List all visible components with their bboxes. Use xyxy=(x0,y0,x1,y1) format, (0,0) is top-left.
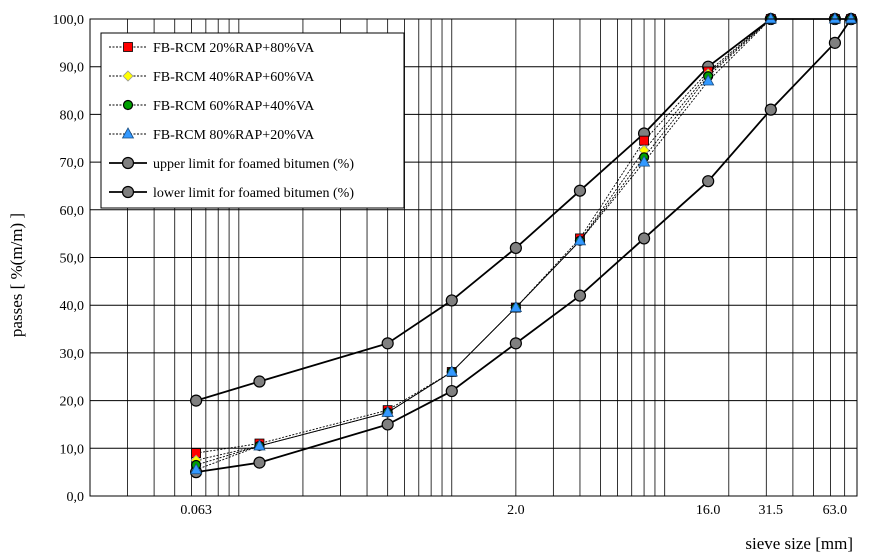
data-point xyxy=(844,12,858,24)
data-point xyxy=(381,418,394,431)
x-tick-label: 63.0 xyxy=(823,503,848,518)
legend-swatch-marker xyxy=(121,185,135,199)
data-point xyxy=(253,456,266,469)
data-point xyxy=(701,74,715,86)
legend: FB-RCM 20%RAP+80%VA FB-RCM 40%RAP+60%VA FB… xyxy=(100,32,405,209)
legend-swatch-marker xyxy=(122,99,134,111)
data-point xyxy=(573,233,587,246)
data-point xyxy=(764,103,777,116)
data-point xyxy=(828,12,842,24)
y-tick-label: 40,0 xyxy=(60,299,85,314)
data-point xyxy=(639,135,649,146)
data-point xyxy=(702,175,715,188)
data-point xyxy=(190,394,203,407)
axis-ticks: 0,0 10,0 20,0 30,0 40,0 50,0 60,0 70,0 80,0 90,0 1… xyxy=(53,13,848,518)
x-axis-title: sieve size [mm] xyxy=(745,534,853,553)
y-axis-title: passes [ %(m/m) ] xyxy=(7,213,26,337)
data-point xyxy=(573,184,587,197)
legend-box xyxy=(100,32,405,209)
data-point xyxy=(573,289,587,302)
legend-label: FB-RCM 60%RAP+40%VA xyxy=(153,99,315,114)
y-tick-label: 60,0 xyxy=(60,204,85,219)
y-tick-label: 30,0 xyxy=(60,347,85,362)
data-point xyxy=(509,241,522,255)
data-point xyxy=(381,337,394,350)
legend-label: lower limit for foamed bitumen (%) xyxy=(153,186,354,201)
data-point xyxy=(828,36,842,49)
legend-label: FB-RCM 40%RAP+60%VA xyxy=(153,70,315,85)
y-tick-label: 80,0 xyxy=(60,108,85,123)
data-point xyxy=(445,294,458,307)
data-point xyxy=(445,365,458,377)
data-point xyxy=(637,155,651,167)
y-tick-label: 90,0 xyxy=(60,61,85,76)
legend-swatch-marker xyxy=(121,156,135,170)
legend-swatch-marker xyxy=(123,42,133,52)
legend-swatch-marker xyxy=(121,127,135,139)
series-line xyxy=(195,18,852,466)
y-tick-label: 50,0 xyxy=(60,252,85,267)
y-tick-label: 70,0 xyxy=(60,156,85,171)
data-point xyxy=(189,462,203,475)
data-point xyxy=(509,337,522,350)
x-tick-label: 2.0 xyxy=(507,503,525,518)
legend-label: upper limit for foamed bitumen (%) xyxy=(153,157,354,172)
data-point xyxy=(637,232,651,245)
data-point xyxy=(381,405,394,417)
plot-border xyxy=(89,18,858,497)
y-tick-label: 10,0 xyxy=(60,442,85,457)
legend-swatch-marker xyxy=(122,70,134,82)
data-point xyxy=(509,300,523,312)
data-point xyxy=(253,439,266,451)
x-tick-label: 16.0 xyxy=(696,503,721,518)
data-point xyxy=(764,12,777,24)
x-tick-label: 31.5 xyxy=(759,503,784,518)
y-tick-label: 0,0 xyxy=(67,490,85,505)
legend-label: FB-RCM 20%RAP+80%VA xyxy=(153,41,315,56)
x-tick-label: 0.063 xyxy=(180,503,212,518)
data-point xyxy=(253,375,266,388)
data-point xyxy=(445,384,458,398)
y-tick-label: 100,0 xyxy=(53,13,85,28)
legend-label: FB-RCM 80%RAP+20%VA xyxy=(153,128,315,143)
y-tick-label: 20,0 xyxy=(60,395,85,410)
